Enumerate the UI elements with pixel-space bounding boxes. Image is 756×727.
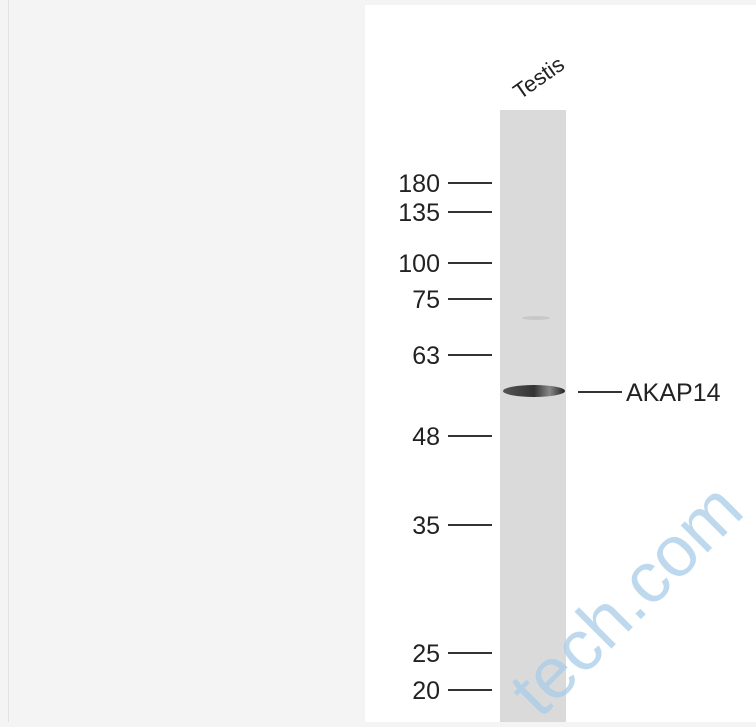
faint-band — [522, 316, 550, 320]
marker-label: 20 — [412, 677, 440, 705]
marker-label: 135 — [398, 199, 440, 227]
lane — [500, 110, 566, 722]
marker-label: 75 — [412, 286, 440, 314]
marker-label: 180 — [398, 170, 440, 198]
band — [503, 385, 565, 397]
target-label: AKAP14 — [626, 379, 721, 407]
marker-label: 48 — [412, 423, 440, 451]
marker-label: 25 — [412, 640, 440, 668]
marker-label: 35 — [412, 512, 440, 540]
marker-label: 63 — [412, 342, 440, 370]
marker-label: 100 — [398, 250, 440, 278]
